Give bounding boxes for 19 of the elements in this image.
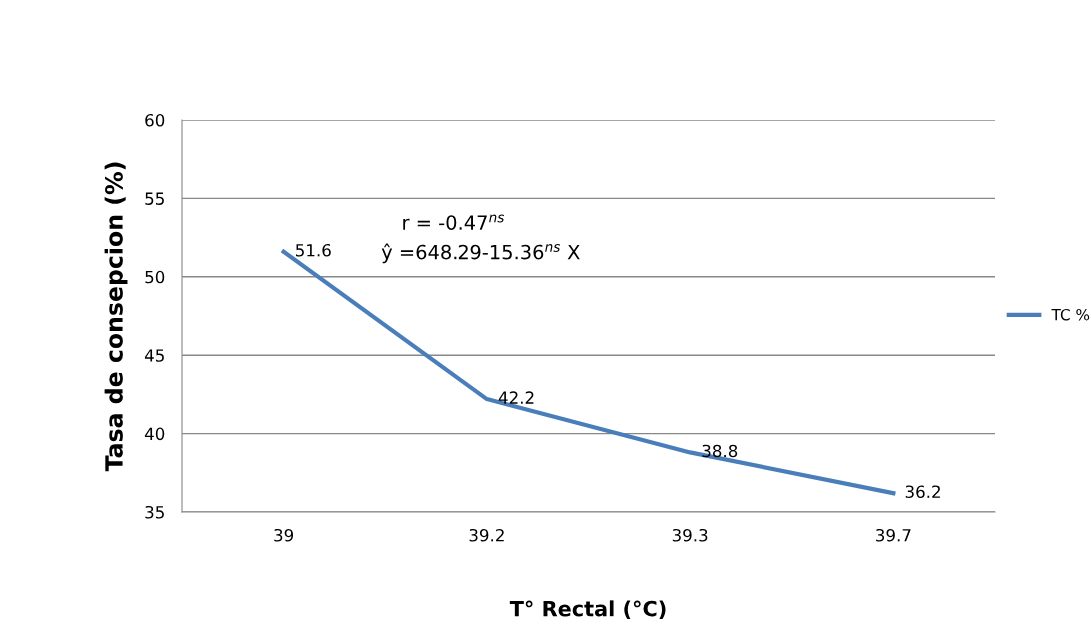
legend-label: TC % — [1051, 308, 1090, 321]
y-tick-label: 45 — [144, 349, 164, 362]
y-tick-label: 50 — [145, 270, 165, 284]
data-label: 51.6 — [296, 243, 331, 257]
annotation: r = -0.47$^{ns}$ — [403, 214, 505, 230]
annotation: ŷ =648.29-15.36$^{ns}$ X — [381, 243, 580, 264]
data-label: 38.8 — [702, 444, 738, 458]
x-tick-label: 39.7 — [876, 528, 911, 542]
y-tick-label: 40 — [144, 427, 165, 441]
y-tick-label: 55 — [145, 192, 164, 205]
data-label: 36.2 — [905, 485, 940, 499]
x-tick-label: 39 — [274, 528, 294, 542]
y-axis-title: Tasa de consepcion (%) — [104, 162, 128, 472]
x-tick-label: 39.2 — [469, 528, 504, 542]
y-tick-label: 60 — [145, 113, 165, 127]
y-tick-label: 35 — [145, 505, 164, 519]
x-axis-title: T° Rectal (°C) — [509, 600, 666, 619]
x-tick-label: 39.3 — [672, 528, 708, 542]
data-label: 42.2 — [498, 391, 534, 404]
